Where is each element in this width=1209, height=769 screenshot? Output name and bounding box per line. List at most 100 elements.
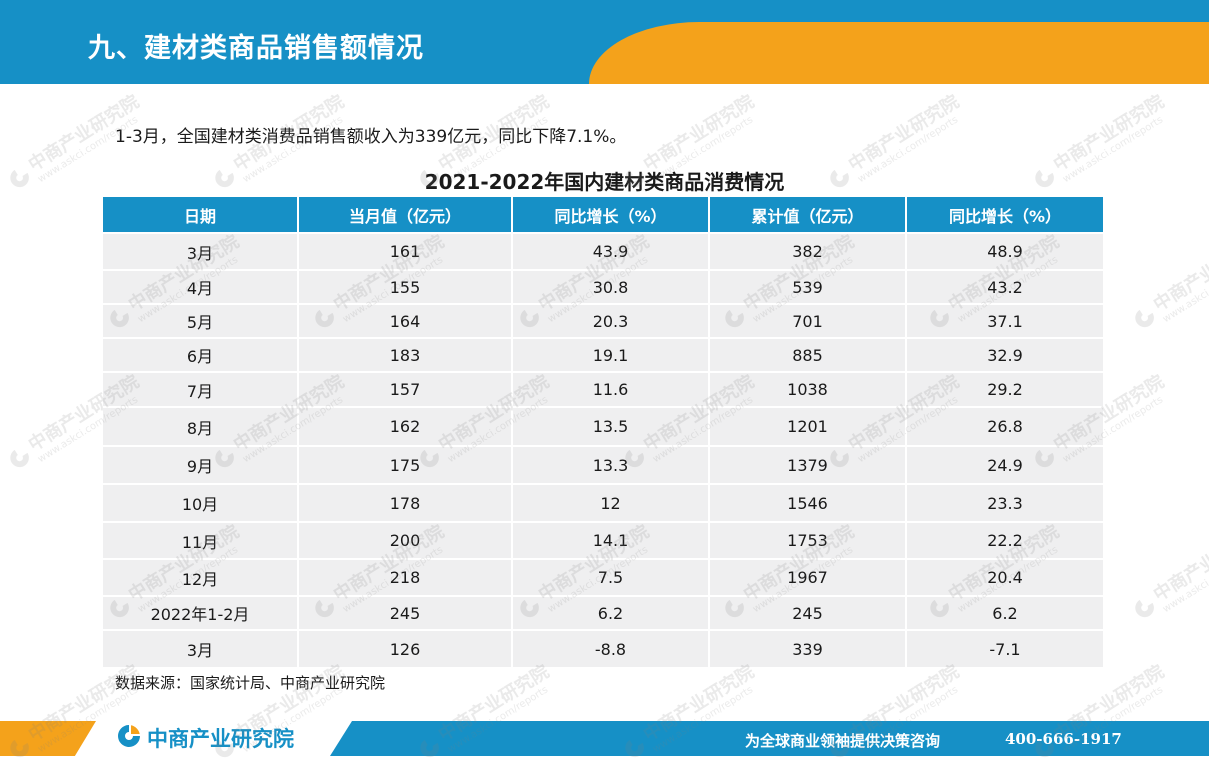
table-cell: 13.5 xyxy=(513,406,710,445)
table-cell: 885 xyxy=(710,337,907,371)
table-row: 4月 155 30.8 539 43.2 xyxy=(103,269,1103,303)
table-cell: 161 xyxy=(299,232,513,269)
table-row: 2022年1-2月 245 6.2 245 6.2 xyxy=(103,595,1103,629)
footer-accent-stripe xyxy=(0,721,96,756)
table-row: 3月 126 -8.8 339 -7.1 xyxy=(103,629,1103,667)
table-cell: 162 xyxy=(299,406,513,445)
watermark-url: www.askci.com/reports xyxy=(1160,544,1209,615)
table-cell: 3月 xyxy=(103,232,299,269)
table-cell: 178 xyxy=(299,483,513,521)
askci-logo-icon xyxy=(116,723,142,753)
sales-table: 日期 当月值（亿元） 同比增长（%） 累计值（亿元） 同比增长（%） 3月 16… xyxy=(103,197,1103,667)
table-row: 7月 157 11.6 1038 29.2 xyxy=(103,371,1103,406)
table-cell: 11月 xyxy=(103,521,299,558)
table-cell: 12 xyxy=(513,483,710,521)
table-cell: 12月 xyxy=(103,558,299,595)
table-cell: 29.2 xyxy=(907,371,1103,406)
table-cell: 183 xyxy=(299,337,513,371)
page-title: 九、建材类商品销售额情况 xyxy=(88,33,424,64)
table-cell: 245 xyxy=(299,595,513,629)
table-header-row: 日期 当月值（亿元） 同比增长（%） 累计值（亿元） 同比增长（%） xyxy=(103,197,1103,232)
table-cell: 2022年1-2月 xyxy=(103,595,299,629)
watermark-name: 中商产业研究院 xyxy=(1049,91,1168,176)
data-source-note: 数据来源：国家统计局、中商产业研究院 xyxy=(115,674,386,692)
column-header-monthly-growth: 同比增长（%） xyxy=(513,197,710,232)
footer-slogan: 为全球商业领袖提供决策咨询 xyxy=(745,732,941,750)
table-cell: 4月 xyxy=(103,269,299,303)
header-bar: 九、建材类商品销售额情况 xyxy=(0,0,1209,84)
watermark-name: 中商产业研究院 xyxy=(1149,521,1209,606)
header-accent-swoosh xyxy=(589,22,1209,84)
table-cell: 7.5 xyxy=(513,558,710,595)
table-cell: 9月 xyxy=(103,445,299,483)
table-cell: 13.3 xyxy=(513,445,710,483)
column-header-cumulative-growth: 同比增长（%） xyxy=(907,197,1103,232)
table-cell: 1967 xyxy=(710,558,907,595)
table-cell: 175 xyxy=(299,445,513,483)
table-cell: 11.6 xyxy=(513,371,710,406)
table-cell: 1753 xyxy=(710,521,907,558)
table-cell: 382 xyxy=(710,232,907,269)
table-cell: 701 xyxy=(710,303,907,337)
table-cell: 155 xyxy=(299,269,513,303)
table-cell: 164 xyxy=(299,303,513,337)
footer-phone: 400-666-1917 xyxy=(1005,730,1122,748)
table-row: 5月 164 20.3 701 37.1 xyxy=(103,303,1103,337)
table-cell: 5月 xyxy=(103,303,299,337)
table-cell: 6.2 xyxy=(907,595,1103,629)
table-cell: 6月 xyxy=(103,337,299,371)
footer-logo: 中商产业研究院 xyxy=(116,722,294,754)
table-cell: 43.2 xyxy=(907,269,1103,303)
table-cell: 1546 xyxy=(710,483,907,521)
table-cell: 37.1 xyxy=(907,303,1103,337)
footer-bar xyxy=(330,721,1209,756)
table-cell: 20.4 xyxy=(907,558,1103,595)
table-cell: 7月 xyxy=(103,371,299,406)
table-cell: 539 xyxy=(710,269,907,303)
column-header-cumulative-value: 累计值（亿元） xyxy=(710,197,907,232)
watermark-logo-icon xyxy=(5,443,37,477)
table-cell: 200 xyxy=(299,521,513,558)
table-cell: 19.1 xyxy=(513,337,710,371)
table-row: 8月 162 13.5 1201 26.8 xyxy=(103,406,1103,445)
table-cell: 1201 xyxy=(710,406,907,445)
table-cell: 26.8 xyxy=(907,406,1103,445)
table-row: 3月 161 43.9 382 48.9 xyxy=(103,232,1103,269)
table-cell: 157 xyxy=(299,371,513,406)
table-cell: 23.3 xyxy=(907,483,1103,521)
summary-text: 1-3月，全国建材类消费品销售额收入为339亿元，同比下降7.1%。 xyxy=(115,127,627,147)
table-cell: 30.8 xyxy=(513,269,710,303)
footer-logo-name: 中商产业研究院 xyxy=(147,727,294,751)
table-cell: 126 xyxy=(299,629,513,667)
table-cell: 14.1 xyxy=(513,521,710,558)
table-cell: 245 xyxy=(710,595,907,629)
watermark-name: 中商产业研究院 xyxy=(1149,231,1209,316)
table-cell: 24.9 xyxy=(907,445,1103,483)
watermark-logo-icon xyxy=(1130,593,1162,627)
table-row: 6月 183 19.1 885 32.9 xyxy=(103,337,1103,371)
table-cell: 1038 xyxy=(710,371,907,406)
table-cell: 32.9 xyxy=(907,337,1103,371)
table-row: 12月 218 7.5 1967 20.4 xyxy=(103,558,1103,595)
table-cell: 3月 xyxy=(103,629,299,667)
table-cell: 43.9 xyxy=(513,232,710,269)
table-title: 2021-2022年国内建材类商品消费情况 xyxy=(424,170,785,194)
table-cell: 1379 xyxy=(710,445,907,483)
table-cell: 339 xyxy=(710,629,907,667)
table-row: 9月 175 13.3 1379 24.9 xyxy=(103,445,1103,483)
table-cell: -8.8 xyxy=(513,629,710,667)
table-cell: 48.9 xyxy=(907,232,1103,269)
column-header-date: 日期 xyxy=(103,197,299,232)
table-cell: 218 xyxy=(299,558,513,595)
table-cell: 10月 xyxy=(103,483,299,521)
table-cell: 20.3 xyxy=(513,303,710,337)
table-cell: 8月 xyxy=(103,406,299,445)
table-cell: 22.2 xyxy=(907,521,1103,558)
table-cell: 6.2 xyxy=(513,595,710,629)
watermark-url: www.askci.com/reports xyxy=(1160,254,1209,325)
watermark-logo-icon xyxy=(1130,303,1162,337)
table-cell: -7.1 xyxy=(907,629,1103,667)
table-row: 11月 200 14.1 1753 22.2 xyxy=(103,521,1103,558)
